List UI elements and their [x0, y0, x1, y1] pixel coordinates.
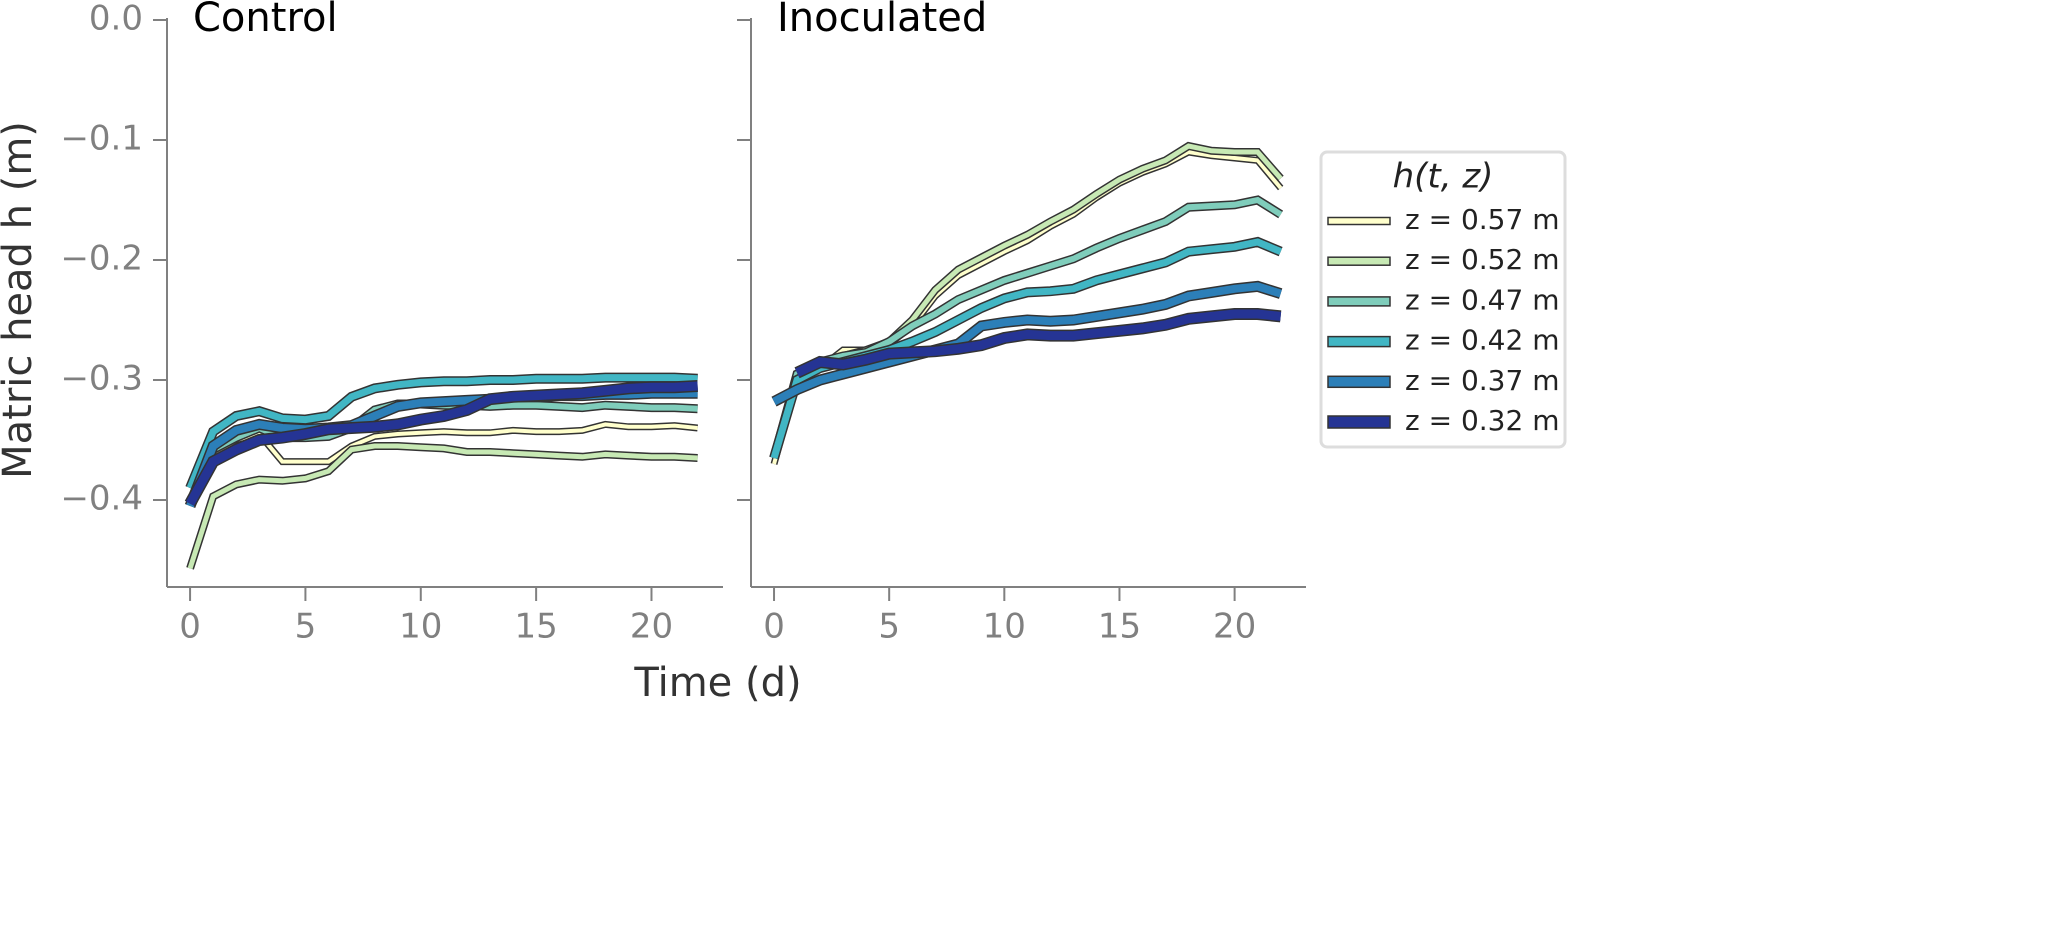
panel-title: Control	[193, 0, 338, 41]
legend-label: z = 0.47 m	[1405, 283, 1559, 316]
x-tick-label: 15	[514, 607, 557, 647]
legend-swatch	[1327, 335, 1391, 348]
y-tick-label: −0.3	[60, 359, 143, 399]
x-tick-label: 5	[295, 607, 317, 647]
x-tick-label: 20	[630, 607, 673, 647]
y-tick-label: 0.0	[89, 0, 143, 39]
line	[187, 443, 698, 570]
line-outline	[771, 280, 1283, 407]
line	[772, 282, 1282, 406]
legend-box	[1319, 150, 1567, 449]
legend-label: z = 0.42 m	[1405, 324, 1559, 357]
y-axis-label: Matric head h (m)	[0, 121, 41, 479]
legend-label: z = 0.37 m	[1405, 364, 1559, 397]
line	[772, 149, 1283, 465]
line	[186, 381, 698, 506]
x-axis-label: Time (d)	[633, 660, 801, 706]
legend-swatch	[1327, 296, 1391, 307]
x-tick-label: 20	[1213, 607, 1256, 647]
y-tick-label: −0.4	[60, 479, 143, 519]
line-outline	[770, 141, 1284, 460]
x-tick-label: 10	[399, 607, 442, 647]
panel-title: Inoculated	[777, 0, 987, 41]
legend-swatch	[1327, 415, 1391, 429]
line	[186, 374, 698, 490]
legend-label: z = 0.57 m	[1405, 203, 1559, 236]
legend-label: z = 0.52 m	[1405, 243, 1559, 276]
x-tick-label: 5	[878, 607, 900, 647]
legend-swatch	[1327, 256, 1391, 266]
line	[188, 422, 698, 501]
line-outline	[186, 442, 698, 570]
line	[771, 143, 1283, 459]
y-tick-label: −0.2	[60, 239, 143, 279]
line-outline	[770, 148, 1284, 465]
line	[795, 309, 1282, 377]
x-tick-label: 0	[179, 607, 201, 647]
x-tick-label: 15	[1098, 607, 1141, 647]
legend-swatch	[1327, 375, 1391, 389]
y-tick-label: −0.1	[60, 119, 143, 159]
legend-title: h(t, z)	[1393, 157, 1494, 197]
x-tick-label: 10	[983, 607, 1026, 647]
legend-label: z = 0.32 m	[1405, 404, 1559, 437]
legend-swatch	[1327, 216, 1391, 226]
x-tick-label: 0	[763, 607, 785, 647]
